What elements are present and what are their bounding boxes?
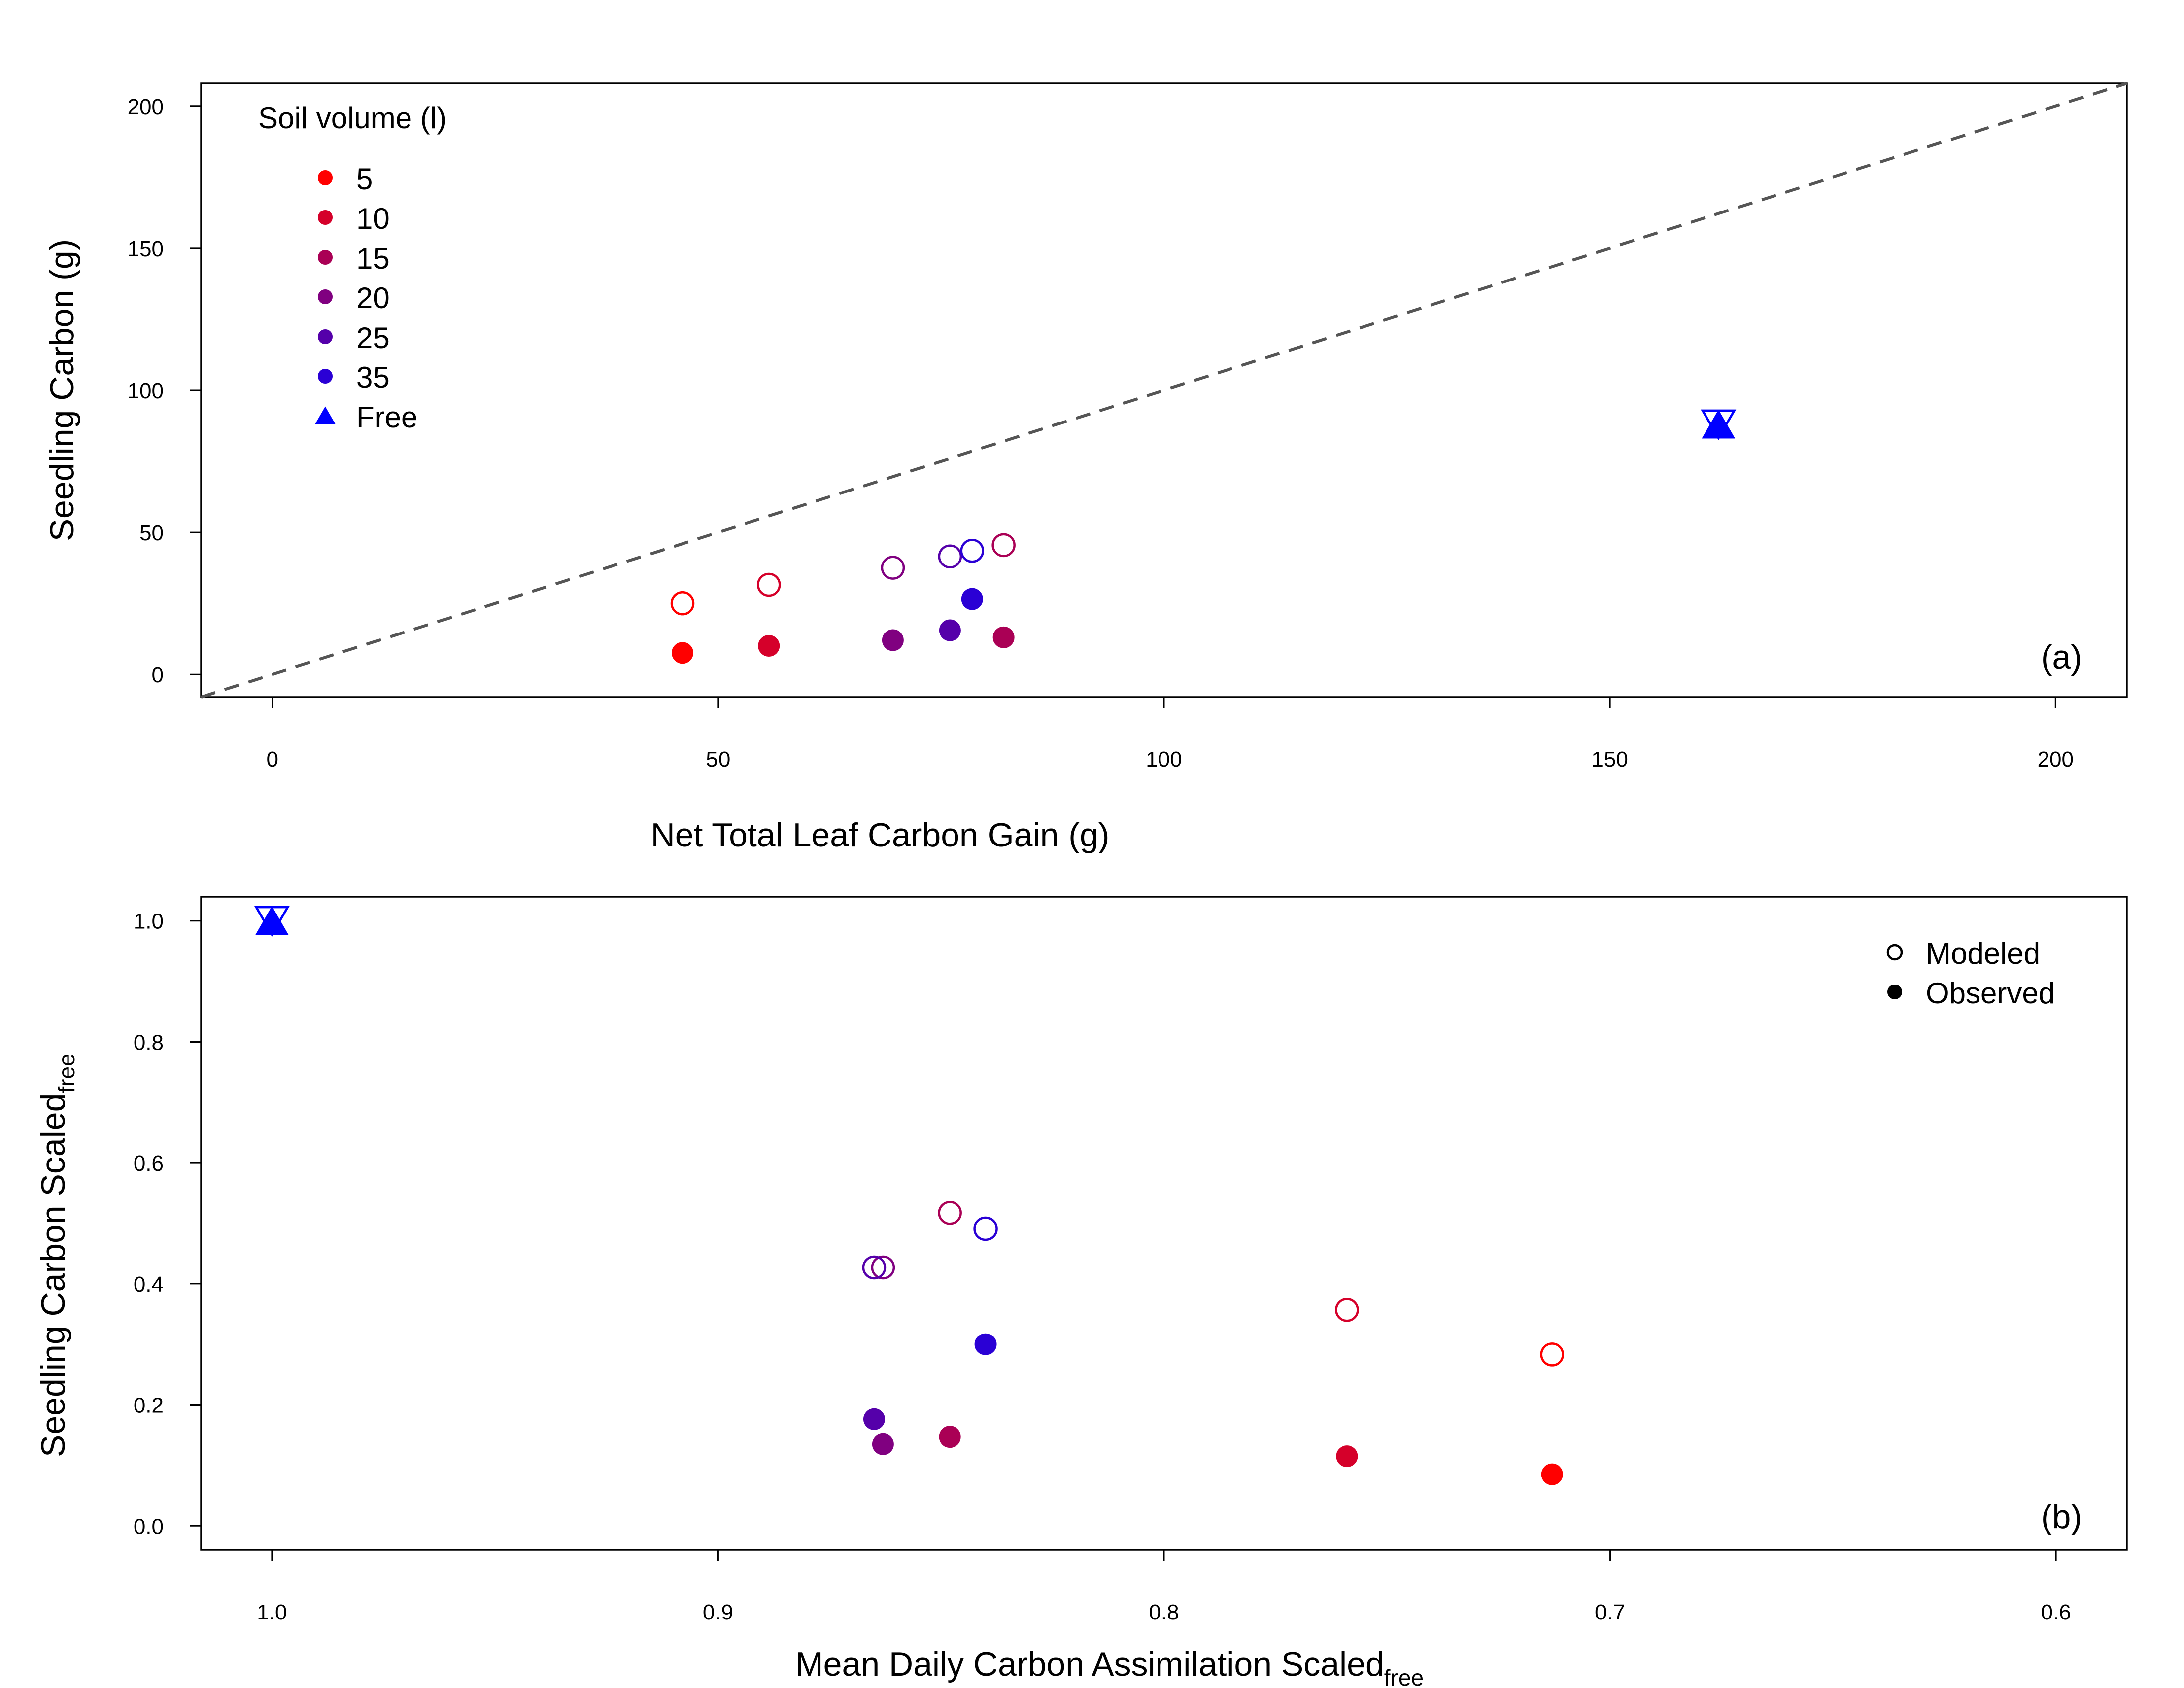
ticks-b: 1.0 0.9 0.8 0.7 0.6 0.0 0.2 0.4 0.6 0.8 1.0	[134, 910, 2071, 1624]
point-modeled-5	[1540, 1342, 1565, 1367]
point-observed-20	[882, 629, 904, 651]
y-axis-title-a: Seedling Carbon (g)	[43, 239, 81, 542]
point-modeled-35	[973, 1216, 998, 1241]
y-tick-label-b: 0.6	[134, 1151, 164, 1176]
point-free-down-triangle	[254, 906, 290, 937]
point-observed-20	[872, 1433, 894, 1455]
point-modeled-20	[881, 556, 905, 580]
x-tick-label-a: 150	[1591, 747, 1628, 772]
x-axis-title-b-main: Mean Daily Carbon Assimilation Scaled	[795, 1645, 1384, 1683]
y-tick-label-b: 0.2	[134, 1394, 164, 1418]
legend-label-35: 35	[356, 361, 390, 394]
panel-a: 0 50 100 150 200 0 50 100 150 200 Net Total Leaf …	[43, 82, 2128, 854]
legend-label-observed: Observed	[1926, 977, 2055, 1010]
y-tick-label-a: 0	[152, 663, 164, 687]
point-modeled-25	[938, 544, 962, 568]
legend-marker-modeled	[1886, 944, 1903, 961]
points-b	[254, 906, 1565, 1485]
point-modeled-5	[670, 591, 695, 616]
y-tick-label-a: 200	[128, 95, 164, 119]
point-modeled-10	[756, 572, 781, 597]
legend-marker-15	[318, 250, 333, 265]
y-tick-label-a: 150	[128, 237, 164, 261]
x-axis-title-b-subscript: free	[1384, 1665, 1424, 1688]
x-tick-label-b: 1.0	[257, 1600, 287, 1624]
panel-label-b: (b)	[2041, 1498, 2082, 1536]
x-tick-label-a: 200	[2038, 747, 2074, 772]
x-tick-label-a: 0	[266, 747, 278, 772]
y-tick-label-b: 1.0	[134, 910, 164, 934]
legend-modeled-observed: Modeled Observed	[1886, 937, 2055, 1010]
y-axis-title-b-subscript: free	[54, 1054, 79, 1093]
legend-label-Free: Free	[356, 401, 417, 434]
x-axis-title-a: Net Total Leaf Carbon Gain (g)	[651, 816, 1110, 854]
one-to-one-reference-line	[201, 82, 2127, 699]
points-a	[670, 409, 1737, 664]
x-tick-label-b: 0.7	[1595, 1600, 1625, 1624]
point-modeled-10	[1335, 1297, 1359, 1322]
legend-label-modeled: Modeled	[1926, 937, 2040, 970]
legend-marker-20	[318, 289, 333, 304]
x-tick-label-a: 100	[1146, 747, 1182, 772]
y-axis-title-b-main: Seedling Carbon Scaled	[34, 1093, 72, 1457]
point-modeled-15	[991, 533, 1016, 558]
point-modeled-25	[862, 1255, 887, 1280]
legend-label-15: 15	[356, 242, 390, 275]
point-modeled-35	[960, 539, 985, 563]
x-tick-label-a: 50	[706, 747, 730, 772]
y-axis-title-b: Seedling Carbon Scaledfree	[34, 1054, 79, 1457]
panel-label-a: (a)	[2041, 638, 2082, 676]
legend-title: Soil volume (l)	[258, 101, 447, 135]
point-modeled-20	[871, 1255, 895, 1280]
y-tick-label-a: 100	[128, 379, 164, 403]
point-observed-5	[1541, 1463, 1563, 1485]
legend-marker-observed	[1887, 985, 1902, 999]
legend-marker-25	[318, 329, 333, 344]
legend-label-25: 25	[356, 321, 390, 354]
legend-label-5: 5	[356, 162, 373, 196]
point-observed-10	[758, 635, 780, 657]
legend-label-10: 10	[356, 202, 390, 235]
legend-marker-10	[318, 210, 333, 225]
point-observed-35	[961, 588, 983, 610]
point-observed-15	[939, 1426, 961, 1448]
point-observed-35	[974, 1333, 997, 1355]
x-tick-label-b: 0.9	[703, 1600, 733, 1624]
x-tick-label-b: 0.6	[2041, 1600, 2071, 1624]
point-observed-15	[992, 626, 1015, 648]
legend-marker-35	[318, 369, 333, 384]
y-tick-label-b: 0.4	[134, 1272, 164, 1297]
point-modeled-15	[938, 1201, 962, 1225]
legend-marker-5	[318, 170, 333, 185]
x-axis-title-b: Mean Daily Carbon Assimilation Scaledfre…	[795, 1645, 1424, 1688]
point-observed-10	[1336, 1445, 1358, 1468]
y-tick-label-a: 50	[139, 521, 164, 545]
legend-soil-volume: Soil volume (l) 5 10 15 20 25 35 Free	[258, 101, 447, 434]
y-tick-label-b: 0.0	[134, 1514, 164, 1539]
point-observed-25	[863, 1408, 885, 1430]
panel-b: 1.0 0.9 0.8 0.7 0.6 0.0 0.2 0.4 0.6 0.8 1.0 Mean D…	[34, 896, 2128, 1688]
legend-marker-free	[315, 406, 336, 424]
ticks-a: 0 50 100 150 200 0 50 100 150 200	[128, 95, 2074, 772]
point-observed-5	[672, 642, 693, 664]
y-tick-label-b: 0.8	[134, 1030, 164, 1055]
point-free-down-triangle	[1701, 409, 1737, 440]
point-observed-25	[939, 619, 961, 641]
x-tick-label-b: 0.8	[1149, 1600, 1179, 1624]
legend-label-20: 20	[356, 281, 390, 315]
